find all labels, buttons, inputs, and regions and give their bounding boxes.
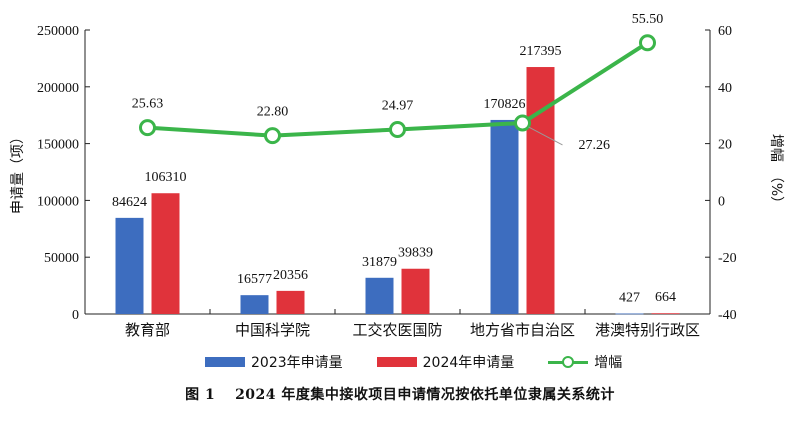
legend-label-2024: 2024年申请量: [422, 355, 515, 371]
right-axis-title: 增幅 （%）: [768, 134, 784, 210]
bar-2024-0: [151, 193, 180, 314]
growth-point: [139, 119, 156, 137]
bar-2024-1: [276, 290, 305, 314]
bar-2023-2: [365, 277, 394, 314]
bar-series: [115, 67, 680, 315]
data-label-2024: 20356: [273, 268, 308, 283]
category-label: 工交农医国防: [352, 321, 442, 339]
right-tick-label: 0: [718, 194, 725, 209]
data-label-growth: 24.97: [382, 98, 414, 113]
legend-label-growth: 增幅: [594, 355, 623, 371]
legend-label-2023: 2023年申请量: [251, 355, 343, 371]
legend-swatch-growth: [548, 356, 589, 368]
data-label-2023: 84624: [112, 195, 147, 210]
chart-canvas: 0 50000 100000 150000 200000 250000 -40 -20 0 20…: [10, 12, 784, 339]
data-label-growth: 55.50: [632, 12, 664, 27]
left-y-axis: 0 50000 100000 150000 200000 250000: [37, 24, 90, 323]
bar-2023-0: [115, 217, 144, 314]
data-label-growth: 25.63: [132, 97, 164, 112]
legend: 2023年申请量 2024年申请量 增幅: [205, 352, 622, 372]
data-label-2024: 106310: [145, 170, 187, 185]
category-label: 教育部: [125, 321, 170, 339]
left-tick-label: 200000: [37, 81, 79, 96]
left-tick-label: 250000: [37, 24, 79, 39]
legend-item-2023: 2023年申请量: [205, 352, 343, 372]
data-label-2023: 427: [619, 291, 640, 306]
bar-2023-3: [490, 119, 519, 314]
growth-point: [514, 114, 531, 132]
right-tick-label: 20: [718, 138, 732, 153]
data-label-2024: 217395: [520, 44, 562, 59]
right-tick-label: -40: [718, 308, 737, 323]
bar-2023-4: [615, 313, 644, 315]
left-axis-title: 申请量（项）: [10, 130, 26, 214]
right-tick-label: 40: [718, 81, 732, 96]
left-tick-label: 50000: [44, 251, 79, 266]
growth-line-series: [139, 34, 656, 145]
growth-point: [264, 127, 281, 145]
right-y-axis: -40 -20 0 20 40 60: [705, 24, 737, 323]
category-label: 港澳特别行政区: [595, 321, 700, 339]
left-tick-label: 100000: [37, 194, 79, 209]
growth-callout-line: [528, 126, 563, 146]
data-label-2023: 31879: [362, 255, 397, 270]
bar-2024-4: [651, 313, 680, 315]
bar-2024-2: [401, 268, 430, 314]
x-axis: 教育部 中国科学院 工交农医国防 地方省市自治区 港澳特别行政区: [85, 309, 710, 339]
legend-item-2024: 2024年申请量: [376, 352, 515, 372]
data-label-2023: 16577: [237, 272, 272, 287]
data-label-2024: 39839: [398, 246, 433, 261]
category-label: 中国科学院: [235, 321, 310, 339]
data-labels: 84624 16577 31879 170826 427 106310 20356 39839…: [112, 12, 676, 306]
data-label-growth: 22.80: [257, 105, 289, 120]
legend-swatch-2023: [205, 357, 245, 367]
legend-item-growth: 增幅: [548, 352, 622, 372]
data-label-2023: 170826: [484, 97, 526, 112]
legend-swatch-2024: [376, 357, 417, 367]
figure-caption: 图 1 2024 年度集中接收项目申请情况按依托单位隶属关系统计: [185, 387, 615, 403]
category-label: 地方省市自治区: [470, 321, 575, 339]
data-label-2024: 664: [655, 290, 676, 305]
growth-point: [389, 120, 406, 138]
bar-2024-3: [526, 67, 555, 314]
right-tick-label: -20: [718, 251, 737, 266]
growth-point: [639, 34, 656, 52]
data-label-growth: 27.26: [579, 138, 611, 153]
left-tick-label: 0: [72, 308, 79, 323]
bar-2023-1: [240, 295, 269, 314]
right-tick-label: 60: [718, 24, 732, 39]
left-tick-label: 150000: [37, 138, 79, 153]
